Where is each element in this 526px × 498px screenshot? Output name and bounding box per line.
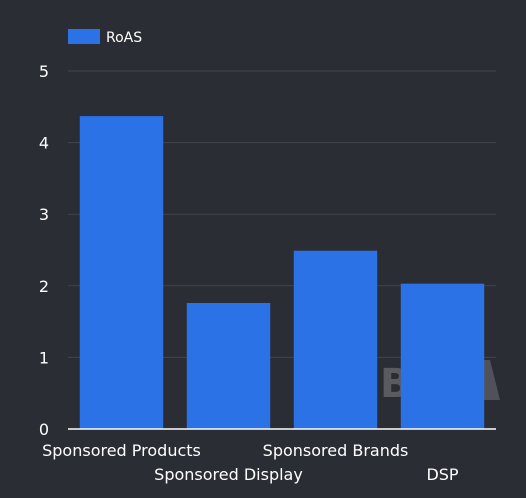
y-tick-label: 4 bbox=[39, 134, 49, 153]
x-axis: Sponsored Products Sponsored Display Spons… bbox=[42, 441, 459, 484]
y-tick-label: 0 bbox=[39, 420, 49, 439]
y-tick-label: 2 bbox=[39, 277, 49, 296]
y-axis: 0 1 2 3 4 5 bbox=[39, 62, 49, 439]
bar bbox=[79, 116, 164, 429]
x-tick-label: Sponsored Display bbox=[154, 465, 303, 484]
bar bbox=[293, 250, 378, 429]
y-tick-label: 1 bbox=[39, 348, 49, 367]
bars bbox=[79, 116, 485, 429]
x-tick-label: Sponsored Products bbox=[42, 441, 201, 460]
bar bbox=[400, 283, 485, 429]
y-tick-label: 3 bbox=[39, 205, 49, 224]
x-tick-label: Sponsored Brands bbox=[263, 441, 409, 460]
legend-label: RoAS bbox=[106, 30, 142, 46]
x-tick-label: DSP bbox=[426, 465, 458, 484]
bar bbox=[186, 302, 271, 429]
legend-swatch bbox=[68, 29, 100, 44]
y-tick-label: 5 bbox=[39, 62, 49, 81]
legend: RoAS bbox=[68, 29, 142, 46]
